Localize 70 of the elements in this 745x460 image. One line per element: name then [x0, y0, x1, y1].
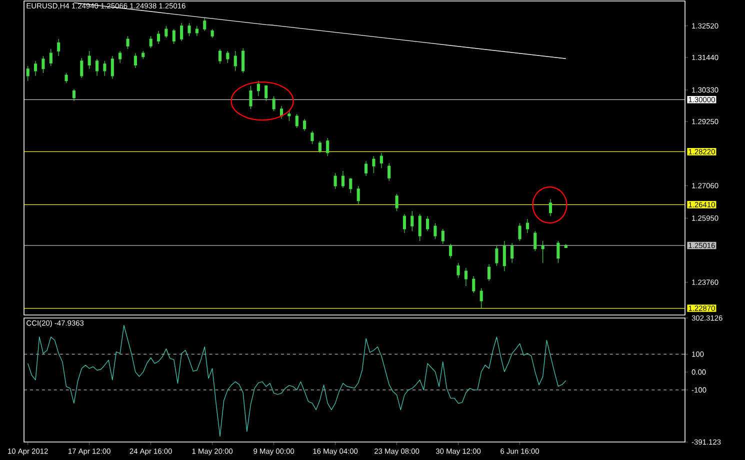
candlestick [456, 262, 460, 278]
candlestick [218, 48, 222, 64]
candlestick [534, 230, 537, 252]
candlestick [164, 26, 168, 38]
candlestick [548, 198, 552, 216]
candlestick [203, 18, 206, 32]
candlestick [256, 80, 260, 96]
candlestick [341, 170, 345, 188]
candlestick [156, 30, 160, 44]
candlestick [495, 246, 498, 266]
candlestick [80, 58, 84, 78]
candlestick [395, 194, 398, 212]
candlestick [272, 96, 276, 112]
candlestick [364, 160, 368, 176]
candlestick [426, 216, 430, 232]
candlestick [210, 28, 214, 38]
candlestick [541, 240, 544, 264]
candlestick [310, 130, 314, 144]
candlestick [172, 28, 176, 44]
candlestick [118, 50, 122, 64]
candlestick [402, 214, 406, 234]
candlestick [510, 242, 514, 264]
candlestick [42, 56, 45, 74]
candlestick [134, 52, 137, 68]
candlestick [180, 22, 184, 42]
candlestick [72, 88, 76, 102]
candlestick [249, 86, 252, 110]
candlestick [226, 50, 230, 64]
candlestick [441, 228, 444, 244]
candlestick [334, 172, 337, 190]
candlestick [103, 60, 106, 76]
candlestick [149, 36, 152, 48]
candlestick [242, 48, 245, 74]
candlestick [410, 210, 414, 232]
candlestick [288, 110, 291, 122]
candlestick [326, 138, 330, 156]
candlestick [64, 72, 68, 84]
candlestick [57, 38, 60, 56]
candlestick [380, 152, 383, 168]
candlestick [49, 48, 52, 66]
candlestick [195, 26, 198, 36]
candlestick [487, 264, 491, 282]
candlestick [434, 222, 437, 240]
candlestick [303, 118, 306, 132]
candlestick [110, 56, 114, 80]
candlestick [188, 22, 191, 36]
candlestick [356, 186, 360, 204]
candlestick [472, 276, 476, 294]
candlestick [526, 218, 529, 234]
candlestick [518, 222, 522, 242]
candlestick [264, 86, 268, 102]
candlestick [564, 244, 568, 248]
candlestick [418, 214, 422, 242]
candlestick [502, 240, 506, 272]
candlestick [349, 178, 352, 194]
candlestick [234, 50, 237, 72]
candlestick [34, 60, 38, 76]
candlestick [388, 162, 391, 182]
candlestick [126, 36, 130, 50]
candlestick [95, 58, 99, 76]
candlestick [480, 288, 483, 308]
candlestick [464, 268, 468, 286]
candlestick [142, 50, 145, 60]
candlestick [372, 156, 376, 174]
candlestick [295, 114, 298, 128]
candlestick [88, 50, 91, 70]
candlestick [318, 140, 322, 154]
candlestick [26, 66, 30, 82]
candlestick [449, 244, 452, 259]
candlestick [556, 240, 560, 264]
